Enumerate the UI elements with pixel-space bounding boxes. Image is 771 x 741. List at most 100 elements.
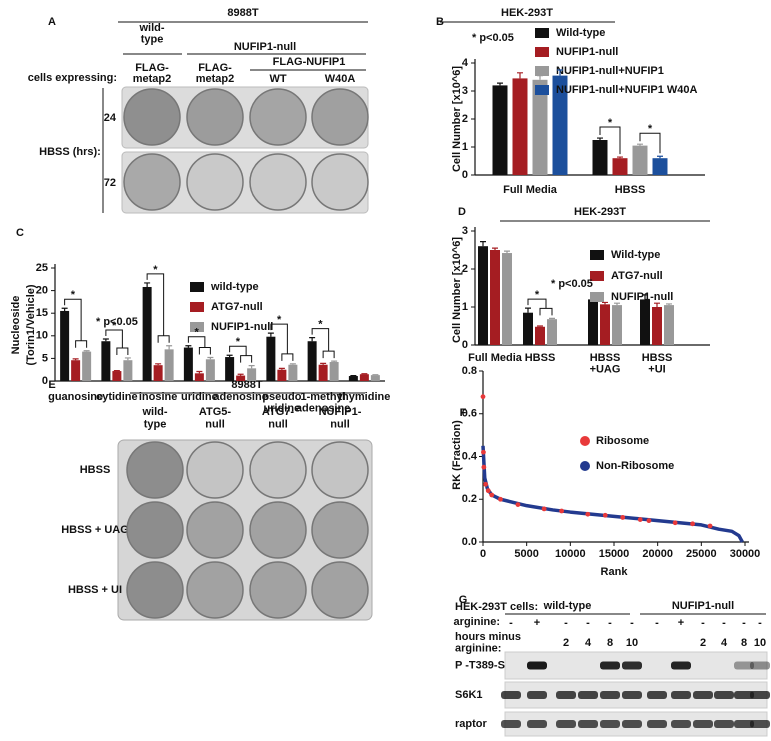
y-tick-label: 0.2 xyxy=(462,493,477,505)
band xyxy=(600,661,620,670)
column-header: wild- xyxy=(138,22,164,34)
band xyxy=(750,720,770,728)
band xyxy=(750,691,770,699)
y-tick-label: 0 xyxy=(462,169,468,181)
error-bar xyxy=(320,362,327,365)
x-tick-label: HBSS xyxy=(525,352,556,364)
bar xyxy=(664,305,674,345)
error-bar xyxy=(61,307,68,311)
row-header: HBSS (hrs): xyxy=(39,146,101,158)
band xyxy=(578,720,598,728)
error-bar xyxy=(248,365,255,369)
chart-title: HEK-293T xyxy=(574,206,626,218)
well xyxy=(186,88,244,146)
error-bar xyxy=(237,373,244,376)
x-tick-label: HBSS xyxy=(590,352,621,364)
row-header: arginine: xyxy=(455,642,501,654)
legend-swatch xyxy=(190,282,204,292)
y-tick-label: 15 xyxy=(36,307,48,319)
band xyxy=(622,720,642,728)
x-tick-label: 1-methyl xyxy=(301,391,346,403)
y-tick-label: 3 xyxy=(462,85,468,97)
well xyxy=(311,501,369,559)
y-tick-label: 2 xyxy=(462,263,468,275)
data-point xyxy=(585,511,591,517)
legend-label: Non-Ribosome xyxy=(596,460,674,472)
lane-mark: - xyxy=(564,617,568,629)
panel-letter: A xyxy=(48,16,56,28)
lane-mark: - xyxy=(742,617,746,629)
well xyxy=(249,501,307,559)
column-label: ATG7- xyxy=(262,406,295,418)
x-axis-label: Rank xyxy=(601,566,629,578)
band xyxy=(600,691,620,699)
bar xyxy=(348,376,358,381)
bar xyxy=(600,304,610,345)
row-header: hours minus xyxy=(455,631,521,643)
bar xyxy=(523,312,533,345)
data-point xyxy=(489,492,495,498)
error-bar xyxy=(617,156,623,159)
band xyxy=(600,720,620,728)
error-bar xyxy=(309,337,316,342)
bar xyxy=(277,369,287,381)
error-bar xyxy=(267,332,274,337)
error-bar xyxy=(196,370,203,374)
error-bar xyxy=(654,302,660,307)
well xyxy=(126,501,184,559)
x-tick-label: +UI xyxy=(648,363,665,375)
bar xyxy=(60,310,70,381)
column-label: WT xyxy=(269,73,286,85)
lane-mark: - xyxy=(630,617,634,629)
data-point xyxy=(498,496,503,502)
band xyxy=(556,720,576,728)
band xyxy=(671,691,691,699)
row-header: cells expressing: xyxy=(28,72,117,84)
band xyxy=(714,691,734,699)
y-tick-label: 0.0 xyxy=(462,536,477,548)
lane-mark: - xyxy=(586,617,590,629)
bar xyxy=(71,360,81,381)
legend-swatch xyxy=(535,47,549,57)
panel-letter: C xyxy=(16,227,24,239)
y-axis-label: (Torin1/Vehicle) xyxy=(25,284,37,365)
row-label: 72 xyxy=(104,177,116,189)
error-bar xyxy=(549,317,555,320)
column-header: FLAG-NUFIP1 xyxy=(273,56,346,68)
legend-swatch xyxy=(535,66,549,76)
bar xyxy=(164,349,174,381)
row-label: HBSS xyxy=(80,464,111,476)
data-point xyxy=(672,520,678,526)
significance-star: * xyxy=(153,264,158,276)
legend-swatch xyxy=(590,250,604,260)
bar xyxy=(318,364,328,381)
group-label: wild-type xyxy=(543,600,592,612)
x-tick-label: uridine xyxy=(181,391,218,403)
y-axis-label: Cell Number [x10^6] xyxy=(451,66,463,172)
x-tick-label: 5000 xyxy=(514,548,538,560)
bar xyxy=(194,373,204,381)
error-bar xyxy=(102,338,109,342)
lane-mark: - xyxy=(608,617,612,629)
well xyxy=(311,441,369,499)
column-label: ATG5- xyxy=(199,406,232,418)
bar xyxy=(205,359,215,381)
band xyxy=(734,720,754,728)
column-label: null xyxy=(205,419,225,431)
bar xyxy=(82,351,92,381)
legend-swatch xyxy=(535,28,549,38)
legend-label: Wild-type xyxy=(611,249,660,261)
data-point xyxy=(485,488,491,494)
bar xyxy=(532,79,548,175)
lane-mark: + xyxy=(678,617,684,629)
legend-marker xyxy=(580,436,590,446)
panel-letter: F xyxy=(460,407,467,419)
bar xyxy=(236,375,246,381)
y-tick-label: 20 xyxy=(36,285,48,297)
x-tick-label: 0 xyxy=(480,548,486,560)
lane-hours: 2 xyxy=(563,637,569,649)
x-tick-label: adenosine xyxy=(296,402,350,414)
x-tick-label: pseudo xyxy=(262,391,301,403)
x-tick-label: uridine xyxy=(264,402,301,414)
